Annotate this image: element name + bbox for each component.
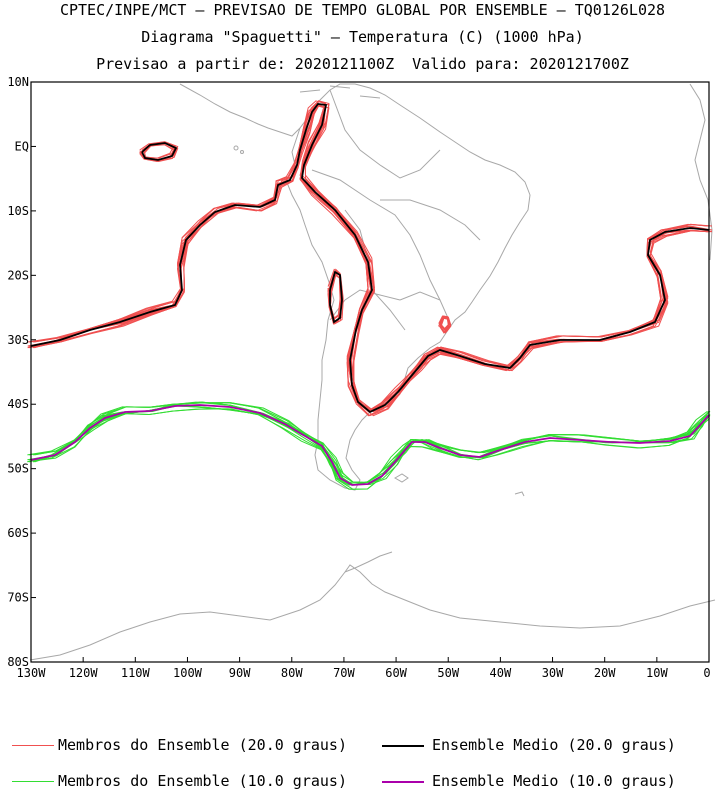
legend-swatch-members-20 <box>12 745 54 746</box>
lon-tick-label: 90W <box>229 666 251 680</box>
border-line <box>380 199 481 241</box>
antarctic-peninsula <box>344 551 393 573</box>
member-contour-20 <box>32 104 709 412</box>
south-georgia <box>514 491 525 497</box>
member-contour-10 <box>27 408 708 490</box>
legend-label-members-10: Membros do Ensemble (10.0 graus) <box>58 772 347 790</box>
lon-tick-label: 100W <box>173 666 203 680</box>
member-contour-20 <box>34 104 713 412</box>
legend-label-mean-20: Ensemble Medio (20.0 graus) <box>432 736 676 754</box>
lon-tick-label: 50W <box>437 666 459 680</box>
galapagos <box>240 150 244 154</box>
legend-swatch-mean-20 <box>382 745 424 747</box>
lat-tick-label: 10N <box>7 75 29 89</box>
galapagos <box>233 145 239 151</box>
border-line <box>399 291 449 319</box>
lon-tick-label: 10W <box>646 666 668 680</box>
lon-tick-label: 130W <box>17 666 47 680</box>
legend-swatch-mean-10 <box>382 781 424 783</box>
ensemble-mean-blob-20 <box>329 270 343 324</box>
lat-tick-label: EQ <box>15 139 29 153</box>
antarctica-coast <box>29 564 716 661</box>
lat-tick-label: 30S <box>7 333 29 347</box>
lon-tick-label: 0 <box>703 666 710 680</box>
member-blob-20 <box>439 317 451 334</box>
legend-label-members-20: Membros do Ensemble (20.0 graus) <box>58 736 347 754</box>
lon-tick-label: 110W <box>121 666 151 680</box>
member-contour-10 <box>28 408 711 490</box>
caribbean-islands <box>299 85 381 99</box>
lat-tick-label: 10S <box>7 204 29 218</box>
ensemble-mean-contour-10 <box>30 404 710 486</box>
central-america-coast <box>179 83 301 137</box>
lat-tick-label: 70S <box>7 591 29 605</box>
ensemble-mean-blob-20 <box>141 142 178 161</box>
coastline-layer <box>29 83 716 661</box>
map-frame <box>30 81 710 663</box>
legend-swatch-members-10 <box>12 781 54 782</box>
member-contour-20 <box>32 103 709 413</box>
lon-tick-label: 40W <box>490 666 512 680</box>
title-line-1: CPTEC/INPE/MCT – PREVISAO DE TEMPO GLOBA… <box>59 1 666 19</box>
member-contour-20 <box>34 100 713 412</box>
lat-tick-label: 80S <box>7 655 29 669</box>
title-line-2: Diagrama "Spaguetti" – Temperatura (C) (… <box>141 28 584 46</box>
title-line-3: Previsao a partir de: 2020121100Z Valido… <box>96 55 629 73</box>
africa-coast <box>689 83 713 261</box>
falklands <box>393 473 409 483</box>
member-contour-20 <box>34 104 713 417</box>
lon-tick-label: 60W <box>385 666 407 680</box>
lon-tick-label: 70W <box>333 666 355 680</box>
border-line <box>329 89 441 179</box>
lat-tick-label: 50S <box>7 462 29 476</box>
member-contour-20 <box>34 103 713 413</box>
lon-tick-label: 80W <box>281 666 303 680</box>
lon-tick-label: 120W <box>69 666 99 680</box>
ensemble-mean-contour-20 <box>30 103 710 414</box>
lon-tick-label: 30W <box>542 666 564 680</box>
lon-tick-label: 20W <box>594 666 616 680</box>
south-america-coast <box>285 83 531 491</box>
lat-tick-label: 40S <box>7 397 29 411</box>
lat-tick-label: 60S <box>7 526 29 540</box>
member-blob-20 <box>141 144 176 163</box>
lat-tick-label: 20S <box>7 268 29 282</box>
border-line <box>311 169 441 301</box>
legend-label-mean-10: Ensemble Medio (10.0 graus) <box>432 772 676 790</box>
